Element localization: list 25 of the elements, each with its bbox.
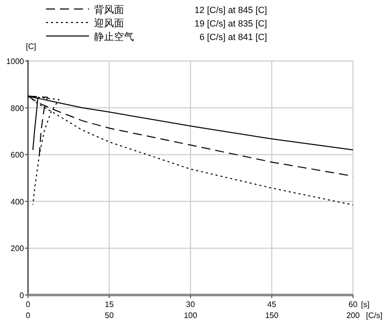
- y-tick-label: 0: [20, 291, 25, 300]
- text: 19 [C/s] at 835 [C]: [194, 18, 267, 28]
- x2-tick-label: 200: [346, 311, 360, 320]
- y-tick-label: 600: [10, 150, 25, 160]
- y-tick-label: 200: [10, 244, 25, 254]
- x-tick-label: 15: [104, 300, 114, 309]
- y-tick-label: 800: [10, 104, 25, 113]
- x2-tick-label: 150: [265, 311, 279, 320]
- x-tick-label: 30: [186, 300, 196, 309]
- legend-label: 背风面: [94, 4, 124, 16]
- y-tick-label: 1000: [6, 57, 25, 66]
- x2-tick-label: 0: [26, 311, 31, 320]
- x2-tick-label: 50: [104, 311, 114, 320]
- x-tick-label: 0: [26, 300, 31, 309]
- x2-tick-label: 100: [184, 311, 198, 320]
- legend-label: 迎风面: [94, 18, 124, 30]
- y-tick-label: 400: [10, 197, 25, 206]
- text: 12 [C/s] at 845 [C]: [194, 5, 267, 15]
- x-axis-title: [s]: [361, 300, 370, 309]
- legend-label: 静止空气: [94, 31, 134, 43]
- y-axis-title: [C]: [26, 42, 36, 51]
- text: 6 [C/s] at 841 [C]: [199, 32, 267, 42]
- x-tick-label: 60: [348, 300, 358, 309]
- x-tick-label: 45: [267, 300, 277, 309]
- x2-axis-title: [C/s]: [366, 311, 382, 320]
